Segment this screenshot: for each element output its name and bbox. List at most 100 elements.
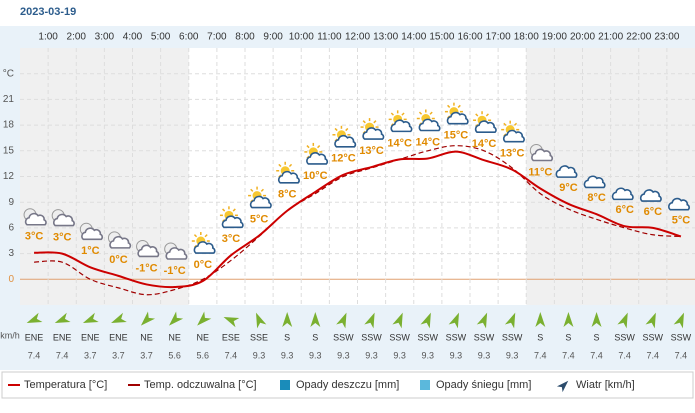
wind-arrow bbox=[169, 311, 184, 326]
wind-arrow bbox=[82, 312, 99, 324]
weather-icon bbox=[136, 239, 160, 258]
weather-icon bbox=[583, 175, 606, 189]
wind-speed: 3.7 bbox=[140, 350, 153, 360]
y-axis-strip bbox=[0, 26, 20, 370]
sun-ray bbox=[447, 104, 451, 108]
weather-icon bbox=[555, 165, 578, 178]
weather-icon bbox=[304, 142, 329, 165]
wind-direction: SSW bbox=[446, 332, 467, 342]
sun-ray bbox=[373, 120, 377, 124]
legend-label: Wiatr [km/h] bbox=[576, 379, 635, 391]
x-tick-label: 7:00 bbox=[207, 32, 227, 43]
temp-label: -1°C bbox=[136, 262, 158, 274]
legend-swatch bbox=[420, 380, 430, 390]
wind-direction: NE bbox=[197, 332, 210, 342]
cloud bbox=[503, 129, 525, 143]
weather-icon bbox=[79, 222, 104, 241]
weather-icon bbox=[668, 197, 690, 211]
sun-ray bbox=[401, 112, 405, 116]
date-title: 2023-03-19 bbox=[20, 6, 76, 18]
cloud bbox=[109, 235, 132, 249]
x-tick-label: 14:00 bbox=[401, 32, 426, 43]
wind-direction: SSW bbox=[502, 332, 523, 342]
cloud bbox=[531, 148, 554, 162]
legend-label: Opady śniegu [mm] bbox=[436, 379, 531, 391]
x-tick-label: 21:00 bbox=[598, 32, 623, 43]
weather-icon bbox=[473, 111, 497, 134]
wind-direction: NE bbox=[168, 332, 181, 342]
wind-arrow bbox=[476, 312, 488, 329]
weather-icon bbox=[332, 125, 357, 148]
wind-speed: 7.4 bbox=[28, 350, 41, 360]
cloud bbox=[639, 189, 662, 202]
cloud bbox=[583, 175, 606, 189]
x-tick-label: 3:00 bbox=[95, 32, 115, 43]
wind-arrow bbox=[140, 311, 156, 326]
temp-label: 13°C bbox=[500, 148, 525, 160]
wind-speed: 3.7 bbox=[112, 350, 125, 360]
y-tick-label: °C bbox=[3, 68, 14, 79]
legend-swatch bbox=[556, 380, 569, 393]
x-tick-label: 6:00 bbox=[179, 32, 199, 43]
weather-icon bbox=[388, 110, 413, 133]
sun-ray bbox=[503, 122, 507, 126]
wind-speed: 9.3 bbox=[422, 350, 435, 360]
wind-speed: 7.4 bbox=[647, 350, 660, 360]
temp-label: 15°C bbox=[444, 130, 469, 142]
wind-speed: 5.6 bbox=[168, 350, 181, 360]
cloud bbox=[249, 195, 272, 209]
weather-icon bbox=[23, 208, 47, 226]
wind-speed: 7.4 bbox=[225, 350, 238, 360]
weather-icon bbox=[529, 143, 554, 162]
legend-swatch bbox=[280, 380, 290, 390]
cloud bbox=[165, 247, 188, 260]
x-tick-label: 22:00 bbox=[626, 32, 651, 43]
wind-speed: 7.4 bbox=[675, 350, 688, 360]
wind-direction: ENE bbox=[81, 332, 100, 342]
wind-direction: S bbox=[312, 332, 318, 342]
wind-direction: ENE bbox=[53, 332, 72, 342]
wind-speed: 7.4 bbox=[56, 350, 69, 360]
wind-direction: SSW bbox=[671, 332, 692, 342]
sun-ray bbox=[485, 113, 489, 117]
wind-direction: SSE bbox=[250, 332, 268, 342]
x-tick-label: 23:00 bbox=[654, 32, 679, 43]
wind-speed: 9.3 bbox=[478, 350, 491, 360]
wind-direction: S bbox=[594, 332, 600, 342]
wind-arrow bbox=[645, 312, 656, 329]
cloud bbox=[474, 120, 497, 134]
temp-label: 3°C bbox=[222, 233, 241, 245]
x-tick-label: 10:00 bbox=[289, 32, 314, 43]
sun-ray bbox=[260, 188, 264, 192]
sun-ray bbox=[288, 163, 293, 168]
x-tick-label: 16:00 bbox=[457, 32, 482, 43]
wind-speed: 9.3 bbox=[506, 350, 519, 360]
sun-ray bbox=[193, 234, 198, 238]
cloud bbox=[611, 187, 634, 201]
sun-ray bbox=[429, 111, 433, 115]
x-tick-label: 19:00 bbox=[542, 32, 567, 43]
cloud bbox=[193, 241, 216, 254]
wind-arrow bbox=[282, 312, 293, 327]
wind-arrow bbox=[111, 312, 127, 324]
weather-icon bbox=[164, 242, 188, 260]
temp-label: 14°C bbox=[387, 137, 412, 149]
x-tick-label: 1:00 bbox=[38, 32, 58, 43]
wind-arrow bbox=[448, 312, 459, 329]
temp-label: 5°C bbox=[250, 214, 269, 226]
sun-ray bbox=[317, 145, 321, 149]
wind-speed: 9.3 bbox=[281, 350, 294, 360]
wind-arrow bbox=[420, 312, 431, 329]
sun-ray bbox=[513, 122, 518, 126]
cloud bbox=[278, 170, 300, 184]
wind-direction: SSW bbox=[361, 332, 382, 342]
x-tick-label: 12:00 bbox=[345, 32, 370, 43]
weather-icon bbox=[51, 209, 75, 227]
cloud bbox=[362, 127, 385, 140]
wind-direction: NE bbox=[140, 332, 153, 342]
wind-arrow bbox=[310, 312, 321, 327]
y-tick-label: 12 bbox=[3, 171, 15, 182]
wind-direction: SSW bbox=[643, 332, 664, 342]
sun-ray bbox=[204, 234, 208, 238]
y-tick-label: 6 bbox=[8, 223, 14, 234]
